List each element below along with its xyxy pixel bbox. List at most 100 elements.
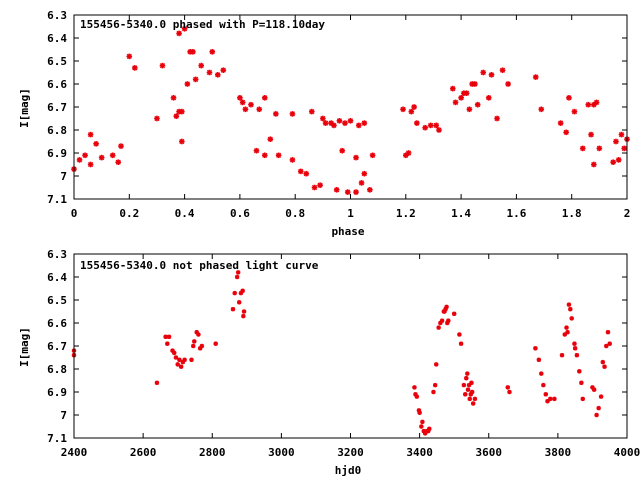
unphased-data-point (232, 290, 237, 296)
unphased-data-point (591, 387, 597, 392)
unphased-data-point (596, 405, 601, 411)
phased-data-point (347, 118, 354, 124)
unphased-light-curve-panel: I[mag] hjd0 6.3 6.4 6.5 6.6 6.7 6.8 6.9 7 7.1240… (18, 248, 640, 477)
phased-data-point (87, 131, 94, 138)
phased-data-point (115, 159, 122, 165)
phased-x-tick-label: 1.2 (396, 207, 416, 220)
unphased-data-point (572, 341, 577, 346)
unphased-data-point (605, 330, 611, 335)
unphased-data-point (234, 274, 240, 280)
phased-data-point (322, 120, 329, 126)
unphased-data-point (543, 392, 548, 397)
phased-data-point (339, 147, 346, 154)
unphased-data-point (173, 355, 179, 360)
phased-data-point (118, 143, 124, 149)
phased-data-points (71, 26, 630, 195)
unphased-x-tick-label: 3400 (406, 446, 433, 459)
unphased-data-point (458, 341, 464, 346)
unphased-data-point (417, 410, 422, 415)
unphased-data-point (412, 385, 417, 390)
phased-data-point (361, 120, 368, 126)
unphased-data-point (559, 353, 565, 358)
phased-x-tick-label: 1.8 (562, 207, 582, 220)
phased-data-point (361, 170, 368, 177)
phased-data-point (472, 81, 478, 87)
phased-data-point (308, 108, 315, 115)
unphased-data-point (594, 412, 599, 418)
phased-x-tick-label: 1.4 (451, 207, 471, 220)
unphased-data-point (541, 382, 546, 388)
phased-data-point (355, 122, 362, 129)
phased-data-point (239, 99, 246, 106)
unphased-data-point (196, 332, 201, 337)
phased-data-point (613, 138, 619, 145)
phased-data-point (618, 131, 625, 138)
unphased-data-point (539, 371, 544, 376)
unphased-data-point (189, 357, 194, 362)
phased-y-tick-label: 6.6 (47, 78, 67, 91)
phased-data-point (557, 120, 564, 126)
unphased-x-tick-label: 3600 (476, 446, 503, 459)
unphased-data-point (451, 311, 457, 316)
phased-data-point (184, 81, 191, 87)
unphased-data-point (552, 396, 557, 402)
unphased-data-point (463, 392, 468, 397)
phased-data-point (405, 150, 412, 156)
unphased-y-tick-label: 6.9 (47, 386, 67, 399)
unphased-data-point (577, 369, 582, 374)
unphased-x-tick-label: 2800 (199, 446, 226, 459)
phased-data-point (585, 101, 592, 108)
phased-data-point (311, 184, 318, 191)
phased-data-point (176, 30, 182, 37)
unphased-data-point (166, 334, 172, 339)
phased-data-point (422, 124, 428, 131)
phased-axis-ticks: 6.3 6.4 6.5 6.6 6.7 6.8 6.9 7 7.1 0 0.2 0.4 0.6 0.8 1 1… (47, 9, 630, 220)
unphased-data-point (237, 300, 242, 305)
phased-data-point (596, 145, 603, 152)
unphased-y-axis-label: I[mag] (18, 327, 31, 367)
unphased-data-point (414, 394, 420, 399)
phased-data-point (289, 157, 296, 163)
phased-data-point (190, 49, 196, 55)
unphased-x-axis-label: hjd0 (335, 464, 362, 477)
phased-light-curve-panel: I[mag] phase 6.3 6.4 6.5 6.6 6.7 6.8 6.9 7 7.1 0 0… (18, 9, 630, 238)
unphased-data-point (461, 382, 467, 388)
unphased-x-tick-label: 4000 (614, 446, 640, 459)
phased-data-point (317, 182, 323, 188)
phased-data-point (436, 127, 442, 133)
phased-x-tick-label: 0.4 (175, 207, 195, 220)
unphased-data-point (436, 325, 441, 330)
phased-data-point (369, 152, 376, 159)
phased-data-point (474, 101, 481, 108)
unphased-x-tick-label: 2600 (130, 446, 157, 459)
unphased-data-point (434, 362, 439, 367)
unphased-y-tick-label: 7 (60, 409, 67, 422)
phased-data-point (579, 145, 586, 152)
phased-data-point (336, 118, 343, 124)
phased-data-point (593, 99, 600, 106)
phased-x-tick-label: 2 (624, 207, 631, 220)
unphased-data-point (566, 302, 572, 307)
unphased-data-point (431, 389, 436, 395)
unphased-data-point (579, 380, 584, 385)
unphased-data-point (505, 385, 510, 390)
unphased-data-point (175, 362, 180, 367)
phased-x-tick-label: 1.6 (506, 207, 526, 220)
phased-y-tick-label: 6.3 (47, 9, 67, 22)
unphased-y-tick-label: 6.7 (47, 340, 67, 353)
phased-data-point (82, 152, 88, 159)
unphased-data-point (446, 318, 451, 323)
phased-data-point (499, 67, 506, 73)
unphased-y-tick-label: 6.8 (47, 363, 67, 376)
unphased-data-point (419, 424, 424, 429)
unphased-data-point (604, 343, 609, 349)
unphased-x-tick-label: 3200 (337, 446, 364, 459)
phased-data-point (159, 62, 166, 69)
phased-data-point (571, 108, 578, 115)
unphased-data-point (536, 357, 542, 362)
unphased-chart-title: 155456-5340.0 not phased light curve (80, 259, 319, 272)
phased-data-point (458, 95, 464, 101)
unphased-x-tick-label: 3800 (545, 446, 572, 459)
unphased-data-point (572, 346, 578, 351)
